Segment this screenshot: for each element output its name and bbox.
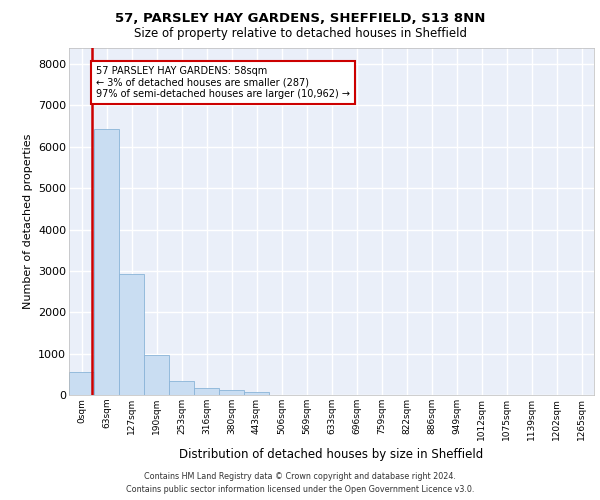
Bar bbox=[219, 390, 244, 395]
Y-axis label: Number of detached properties: Number of detached properties bbox=[23, 134, 32, 309]
Bar bbox=[169, 381, 194, 395]
Text: Contains HM Land Registry data © Crown copyright and database right 2024.
Contai: Contains HM Land Registry data © Crown c… bbox=[126, 472, 474, 494]
Bar bbox=[119, 274, 144, 395]
Bar bbox=[69, 372, 94, 395]
Bar bbox=[94, 129, 119, 395]
Text: 57 PARSLEY HAY GARDENS: 58sqm
← 3% of detached houses are smaller (287)
97% of s: 57 PARSLEY HAY GARDENS: 58sqm ← 3% of de… bbox=[96, 66, 350, 100]
Bar bbox=[194, 388, 219, 395]
Bar bbox=[144, 355, 169, 395]
X-axis label: Distribution of detached houses by size in Sheffield: Distribution of detached houses by size … bbox=[179, 448, 484, 461]
Bar bbox=[244, 392, 269, 395]
Text: 57, PARSLEY HAY GARDENS, SHEFFIELD, S13 8NN: 57, PARSLEY HAY GARDENS, SHEFFIELD, S13 … bbox=[115, 12, 485, 26]
Text: Size of property relative to detached houses in Sheffield: Size of property relative to detached ho… bbox=[133, 28, 467, 40]
